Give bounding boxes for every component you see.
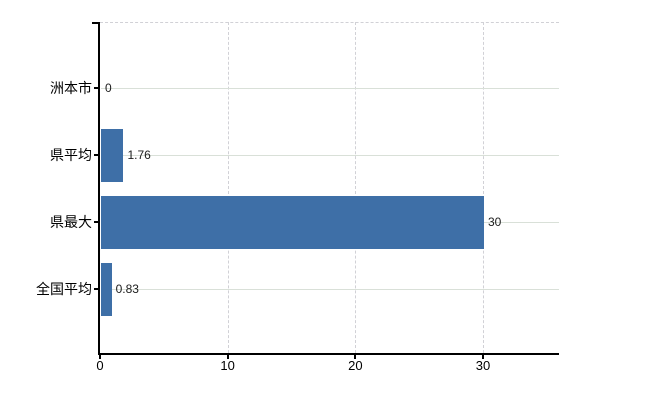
plot-top-border [100,22,559,23]
x-tick-label: 10 [220,358,235,373]
y-category-label: 県最大 [50,214,92,230]
row-gridline [101,155,559,156]
y-axis-top-cap-tick [92,22,98,24]
x-tick-label: 0 [96,358,104,373]
vertical-gridline [227,22,229,353]
bar [101,262,112,316]
x-tick-label: 30 [475,358,491,373]
x-tick-label: 20 [348,358,363,373]
y-axis-line [98,22,100,355]
y-axis-tick [94,221,100,223]
row-gridline [101,88,559,89]
y-category-label: 洲本市 [50,80,92,96]
vertical-gridline [483,22,484,353]
bar-value-label: 0 [105,81,112,95]
bar [101,128,124,182]
vertical-gridline [355,22,357,353]
x-axis-tick [482,354,484,359]
y-axis-tick [94,288,100,290]
y-category-label: 県平均 [50,147,92,163]
row-gridline [101,289,559,290]
x-axis-line [98,353,559,355]
bar-value-label: 30 [488,215,502,229]
y-axis-tick [94,154,100,156]
bar-value-label: 1.76 [127,148,151,162]
x-axis-tick [226,354,229,359]
x-axis-tick [354,354,357,359]
x-axis-tick [99,354,101,359]
bar [101,195,484,249]
y-axis-tick [94,87,100,89]
bar-value-label: 0.83 [115,282,139,296]
y-category-label: 全国平均 [36,281,92,297]
